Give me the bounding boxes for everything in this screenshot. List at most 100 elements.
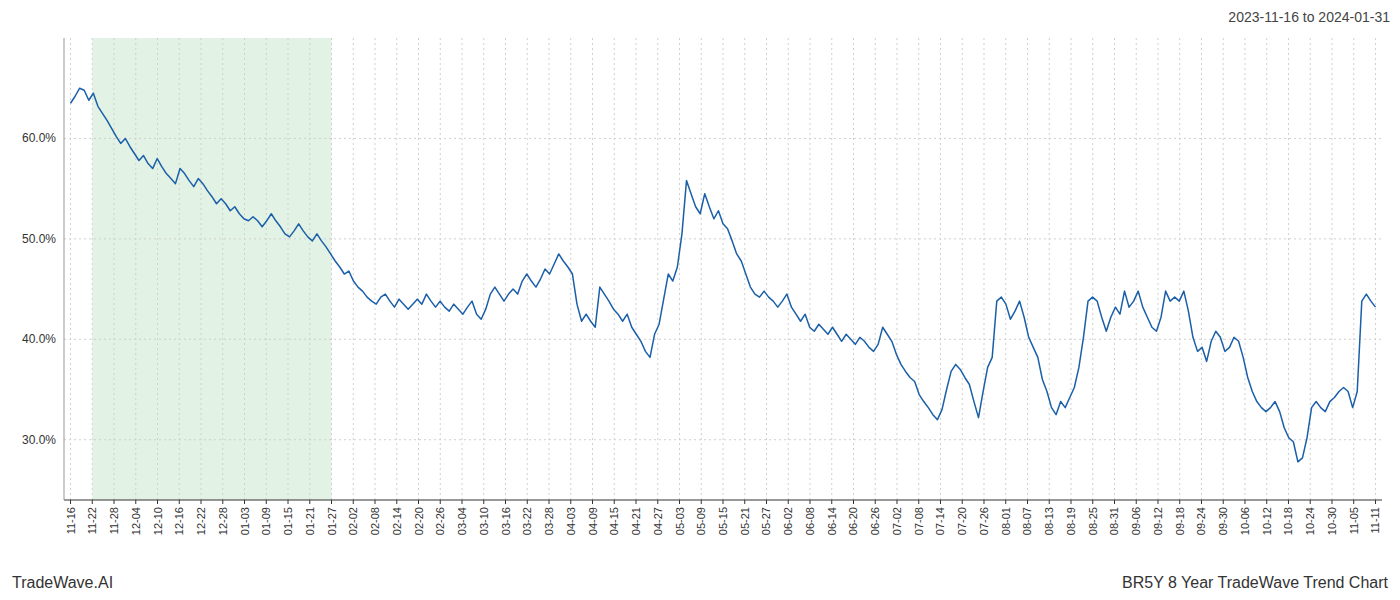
x-tick-label: 04-21 bbox=[630, 507, 642, 535]
x-tick bbox=[875, 500, 876, 504]
x-grid-line bbox=[1288, 38, 1289, 500]
plot-area bbox=[64, 38, 1382, 500]
y-tick-label: 30.0% bbox=[22, 433, 56, 447]
x-grid-line bbox=[396, 38, 397, 500]
x-grid-line bbox=[288, 38, 289, 500]
x-grid-line bbox=[1070, 38, 1071, 500]
x-tick-label: 05-15 bbox=[717, 507, 729, 535]
x-grid-line bbox=[918, 38, 919, 500]
x-tick bbox=[570, 500, 571, 504]
x-tick bbox=[1201, 500, 1202, 504]
x-tick bbox=[744, 500, 745, 504]
x-grid-line bbox=[679, 38, 680, 500]
x-tick-label: 08-01 bbox=[1000, 507, 1012, 535]
x-tick-label: 11-16 bbox=[65, 507, 77, 534]
x-tick bbox=[614, 500, 615, 504]
x-tick-label: 01-09 bbox=[260, 507, 272, 535]
x-grid-line bbox=[1244, 38, 1245, 500]
x-tick-label: 10-30 bbox=[1326, 507, 1338, 535]
x-tick bbox=[1353, 500, 1354, 504]
x-tick bbox=[1288, 500, 1289, 504]
y-tick-label: 50.0% bbox=[22, 232, 56, 246]
x-tick-label: 01-03 bbox=[239, 507, 251, 535]
x-tick bbox=[831, 500, 832, 504]
x-tick bbox=[244, 500, 245, 504]
x-tick bbox=[157, 500, 158, 504]
x-grid-line bbox=[570, 38, 571, 500]
x-tick bbox=[288, 500, 289, 504]
x-tick bbox=[940, 500, 941, 504]
x-tick-label: 01-27 bbox=[326, 507, 338, 535]
x-grid-line bbox=[701, 38, 702, 500]
x-grid-line bbox=[788, 38, 789, 500]
x-tick-label: 10-12 bbox=[1261, 507, 1273, 535]
x-grid-line bbox=[1157, 38, 1158, 500]
y-axis-line bbox=[64, 38, 65, 500]
x-tick bbox=[766, 500, 767, 504]
x-tick-label: 11-11 bbox=[1369, 507, 1381, 534]
x-grid-line bbox=[114, 38, 115, 500]
x-tick-label: 06-20 bbox=[847, 507, 859, 535]
x-tick bbox=[353, 500, 354, 504]
x-tick bbox=[1157, 500, 1158, 504]
x-grid-line bbox=[505, 38, 506, 500]
x-tick bbox=[1223, 500, 1224, 504]
x-tick bbox=[527, 500, 528, 504]
x-tick bbox=[788, 500, 789, 504]
x-tick bbox=[657, 500, 658, 504]
x-grid-line bbox=[896, 38, 897, 500]
x-tick bbox=[679, 500, 680, 504]
x-grid-line bbox=[983, 38, 984, 500]
x-grid-line bbox=[266, 38, 267, 500]
x-tick bbox=[1070, 500, 1071, 504]
x-tick bbox=[962, 500, 963, 504]
x-tick-label: 02-02 bbox=[347, 507, 359, 535]
x-tick-label: 02-14 bbox=[391, 507, 403, 535]
x-tick-label: 09-12 bbox=[1152, 507, 1164, 535]
y-tick-label: 40.0% bbox=[22, 332, 56, 346]
grid bbox=[64, 38, 1382, 500]
x-tick-label: 03-04 bbox=[456, 507, 468, 535]
x-tick-label: 03-10 bbox=[478, 507, 490, 535]
shaded-region bbox=[92, 38, 331, 500]
x-tick bbox=[418, 500, 419, 504]
x-tick-label: 05-09 bbox=[695, 507, 707, 535]
x-tick bbox=[440, 500, 441, 504]
x-grid-line bbox=[1375, 38, 1376, 500]
x-tick-label: 08-25 bbox=[1087, 507, 1099, 535]
x-grid-line bbox=[853, 38, 854, 500]
x-tick bbox=[375, 500, 376, 504]
x-tick-label: 03-16 bbox=[500, 507, 512, 535]
x-grid-line bbox=[657, 38, 658, 500]
x-tick-label: 12-04 bbox=[130, 507, 142, 535]
x-grid-line bbox=[1049, 38, 1050, 500]
x-tick-label: 06-02 bbox=[782, 507, 794, 535]
x-tick bbox=[1179, 500, 1180, 504]
x-tick-label: 12-28 bbox=[217, 507, 229, 535]
x-grid-line bbox=[1201, 38, 1202, 500]
x-grid-line bbox=[549, 38, 550, 500]
x-tick bbox=[309, 500, 310, 504]
x-tick-label: 12-10 bbox=[152, 507, 164, 535]
x-grid-line bbox=[1005, 38, 1006, 500]
x-tick-label: 07-02 bbox=[891, 507, 903, 535]
x-grid-line bbox=[244, 38, 245, 500]
x-tick-label: 04-03 bbox=[565, 507, 577, 535]
x-grid-line bbox=[201, 38, 202, 500]
x-tick bbox=[201, 500, 202, 504]
x-tick bbox=[179, 500, 180, 504]
title: BR5Y 8 Year TradeWave Trend Chart bbox=[1122, 574, 1388, 591]
x-tick-label: 04-27 bbox=[652, 507, 664, 535]
x-grid-line bbox=[92, 38, 93, 500]
x-tick-label: 06-14 bbox=[826, 507, 838, 535]
x-grid-line bbox=[614, 38, 615, 500]
x-tick-label: 05-27 bbox=[760, 507, 772, 535]
x-tick-label: 09-30 bbox=[1217, 507, 1229, 535]
x-tick bbox=[331, 500, 332, 504]
x-grid-line bbox=[179, 38, 180, 500]
x-tick-label: 02-20 bbox=[413, 507, 425, 535]
x-grid-line bbox=[1223, 38, 1224, 500]
x-grid-line bbox=[157, 38, 158, 500]
x-grid-line bbox=[875, 38, 876, 500]
x-grid-line bbox=[135, 38, 136, 500]
